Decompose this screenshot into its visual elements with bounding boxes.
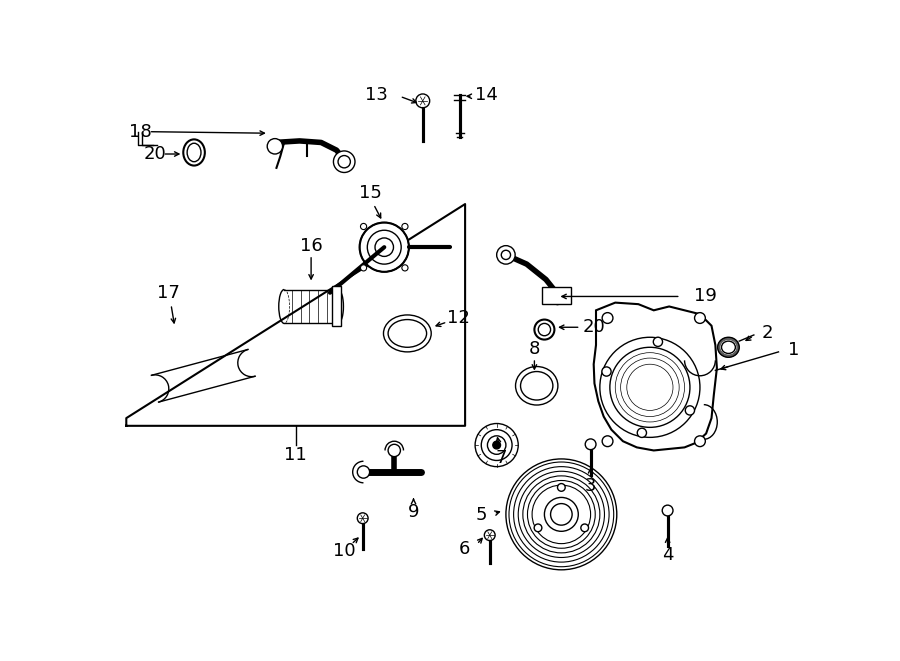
Text: 15: 15 <box>359 184 382 202</box>
Text: 6: 6 <box>459 540 471 558</box>
Text: 14: 14 <box>475 86 498 104</box>
Circle shape <box>493 442 500 449</box>
Circle shape <box>360 223 409 272</box>
Circle shape <box>333 151 355 173</box>
Circle shape <box>602 313 613 323</box>
Text: 7: 7 <box>496 449 507 467</box>
Circle shape <box>585 439 596 449</box>
Circle shape <box>484 529 495 541</box>
Text: 18: 18 <box>129 123 151 141</box>
Circle shape <box>482 430 512 461</box>
Ellipse shape <box>535 319 554 340</box>
Text: 16: 16 <box>300 237 322 254</box>
Circle shape <box>367 230 401 264</box>
Text: 12: 12 <box>447 309 471 327</box>
Circle shape <box>388 444 400 457</box>
Circle shape <box>357 513 368 524</box>
Polygon shape <box>594 303 717 450</box>
Circle shape <box>602 367 611 376</box>
Circle shape <box>544 498 579 531</box>
Bar <box>542 288 572 304</box>
Text: 20: 20 <box>583 318 606 336</box>
Text: 4: 4 <box>662 546 673 564</box>
Bar <box>332 286 341 327</box>
Circle shape <box>535 524 542 531</box>
Ellipse shape <box>516 367 558 405</box>
Circle shape <box>695 313 706 323</box>
Ellipse shape <box>722 341 735 354</box>
Circle shape <box>557 484 565 491</box>
Circle shape <box>357 466 370 478</box>
Circle shape <box>402 223 408 229</box>
Text: 20: 20 <box>144 145 166 163</box>
Circle shape <box>551 504 572 525</box>
Circle shape <box>599 337 700 438</box>
Circle shape <box>610 347 690 428</box>
Circle shape <box>580 524 589 531</box>
Text: 8: 8 <box>528 340 540 358</box>
Circle shape <box>267 139 283 154</box>
Circle shape <box>361 223 366 229</box>
Text: 19: 19 <box>694 288 716 305</box>
Circle shape <box>488 436 506 454</box>
Circle shape <box>602 436 613 447</box>
Circle shape <box>695 436 706 447</box>
Ellipse shape <box>388 319 427 347</box>
Ellipse shape <box>184 139 205 165</box>
Circle shape <box>375 238 393 256</box>
Ellipse shape <box>187 143 201 162</box>
Circle shape <box>416 94 429 108</box>
Circle shape <box>637 428 646 438</box>
Text: 17: 17 <box>158 284 180 302</box>
Ellipse shape <box>538 323 551 336</box>
Circle shape <box>361 265 366 271</box>
Circle shape <box>662 505 673 516</box>
Circle shape <box>338 155 350 168</box>
Text: 2: 2 <box>761 325 773 342</box>
Text: 1: 1 <box>788 341 800 360</box>
Text: 11: 11 <box>284 446 307 464</box>
Circle shape <box>501 251 510 260</box>
Text: 9: 9 <box>408 503 419 521</box>
Ellipse shape <box>383 315 431 352</box>
Circle shape <box>653 337 662 346</box>
Circle shape <box>497 246 515 264</box>
Circle shape <box>685 406 695 415</box>
Ellipse shape <box>520 371 553 400</box>
Circle shape <box>506 459 617 570</box>
Circle shape <box>475 424 518 467</box>
Text: 10: 10 <box>333 541 356 560</box>
Text: 5: 5 <box>475 506 487 524</box>
Circle shape <box>402 265 408 271</box>
Text: 13: 13 <box>365 86 388 104</box>
Ellipse shape <box>717 337 739 358</box>
Text: 3: 3 <box>585 477 597 495</box>
